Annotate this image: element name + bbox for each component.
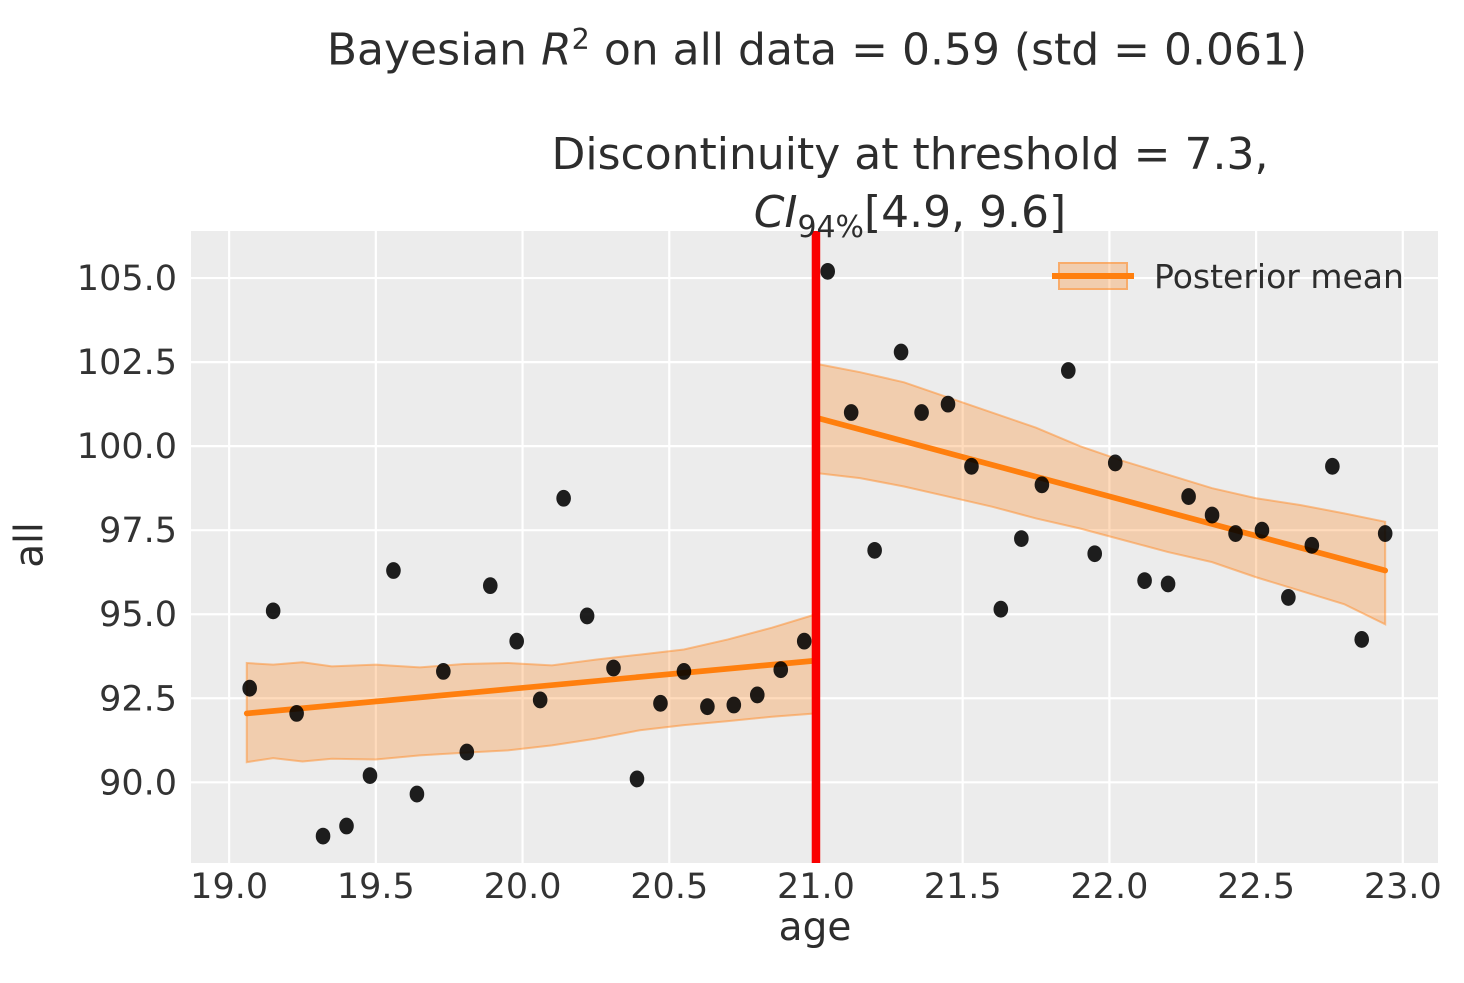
scatter-point-22 <box>773 661 789 679</box>
scatter-point-16 <box>629 770 645 788</box>
scatter-point-34 <box>1061 362 1076 379</box>
scatter-point-12 <box>532 691 548 709</box>
scatter-point-17 <box>653 694 668 712</box>
x-tick-label-20.0: 20.0 <box>484 867 562 907</box>
scatter-point-9 <box>459 743 475 761</box>
scatter-point-23 <box>796 632 812 650</box>
ci-values: [4.9, 9.6] <box>863 187 1067 238</box>
subtitle-line2: CI94%[4.9, 9.6] <box>310 184 1464 257</box>
title-exponent: 2 <box>571 22 590 56</box>
scatter-point-39 <box>1181 488 1196 505</box>
y-tick-label-102.5: 102.5 <box>77 343 177 383</box>
scatter-point-21 <box>749 686 765 704</box>
scatter-point-42 <box>1254 521 1270 539</box>
ci-prefix: CI <box>753 187 798 238</box>
y-tick-label-92.5: 92.5 <box>99 679 177 719</box>
scatter-point-32 <box>1014 530 1029 547</box>
scatter-point-29 <box>940 395 956 413</box>
scatter-point-37 <box>1137 572 1152 590</box>
title-suffix: on all data = 0.59 (std = 0.061) <box>589 24 1308 76</box>
posterior-mean-line-pre-threshold <box>243 657 819 717</box>
scatter-point-44 <box>1304 536 1320 554</box>
x-tick-label-22.0: 22.0 <box>1070 867 1148 907</box>
posterior-mean-swatch-icon <box>1052 262 1134 290</box>
y-tick-label-90.0: 90.0 <box>99 763 177 803</box>
scatter-point-15 <box>606 659 621 677</box>
scatter-point-36 <box>1107 454 1123 472</box>
scatter-point-40 <box>1204 506 1220 524</box>
scatter-point-41 <box>1228 525 1243 542</box>
scatter-point-24 <box>820 262 836 280</box>
title-math-variable: R <box>541 24 572 76</box>
scatter-point-43 <box>1281 589 1296 606</box>
scatter-point-47 <box>1377 525 1393 542</box>
x-tick-label-22.5: 22.5 <box>1217 867 1295 907</box>
y-tick-label-97.5: 97.5 <box>99 511 177 551</box>
scatter-point-33 <box>1034 476 1050 494</box>
y-tick-label-105.0: 105.0 <box>77 259 177 299</box>
scatter-point-35 <box>1087 545 1103 563</box>
x-tick-label-21.5: 21.5 <box>924 867 1002 907</box>
scatter-point-30 <box>964 457 979 475</box>
ci-subscript: 94% <box>797 209 864 245</box>
scatter-point-13 <box>556 489 571 507</box>
scatter-point-46 <box>1354 631 1370 648</box>
y-tick-label-100.0: 100.0 <box>77 427 177 467</box>
scatter-point-4 <box>339 817 354 835</box>
scatter-point-0 <box>242 679 257 697</box>
legend: Posterior mean <box>1052 256 1404 296</box>
posterior-mean-line-post-threshold <box>813 414 1389 574</box>
x-tick-label-21.0: 21.0 <box>777 867 855 907</box>
posterior-mean-line-icon <box>1052 273 1134 279</box>
scatter-point-27 <box>893 343 909 361</box>
x-tick-label-23.0: 23.0 <box>1364 867 1442 907</box>
scatter-point-5 <box>362 767 378 784</box>
scatter-point-10 <box>482 577 498 595</box>
x-axis-label: age <box>778 905 852 950</box>
title-prefix: Bayesian <box>326 24 542 76</box>
y-tick-label-95.0: 95.0 <box>99 595 177 635</box>
x-tick-label-20.5: 20.5 <box>630 867 708 907</box>
scatter-point-28 <box>914 404 929 421</box>
scatter-point-2 <box>289 705 304 722</box>
scatter-point-11 <box>509 632 524 650</box>
scatter-point-3 <box>315 827 331 845</box>
scatter-point-14 <box>579 607 595 625</box>
axes-title: Discontinuity at threshold = 7.3, CI94%[… <box>310 126 1464 257</box>
x-tick-label-19.5: 19.5 <box>337 867 415 907</box>
scatter-point-1 <box>265 602 281 620</box>
scatter-point-45 <box>1325 457 1340 475</box>
scatter-point-8 <box>436 662 451 680</box>
scatter-point-25 <box>843 404 859 421</box>
scatter-point-26 <box>867 541 882 559</box>
scatter-point-38 <box>1160 575 1176 593</box>
figure-title: Bayesian R2 on all data = 0.59 (std = 0.… <box>170 22 1464 78</box>
scatter-point-6 <box>386 562 401 579</box>
scatter-point-20 <box>726 696 742 714</box>
y-axis-label: all <box>7 522 53 568</box>
scatter-point-19 <box>700 698 715 716</box>
x-tick-label-19.0: 19.0 <box>190 867 268 907</box>
legend-label: Posterior mean <box>1154 256 1404 296</box>
scatter-point-31 <box>993 600 1009 618</box>
scatter-point-18 <box>676 662 692 680</box>
scatter-point-7 <box>409 785 425 803</box>
subtitle-line1: Discontinuity at threshold = 7.3, <box>551 129 1269 180</box>
